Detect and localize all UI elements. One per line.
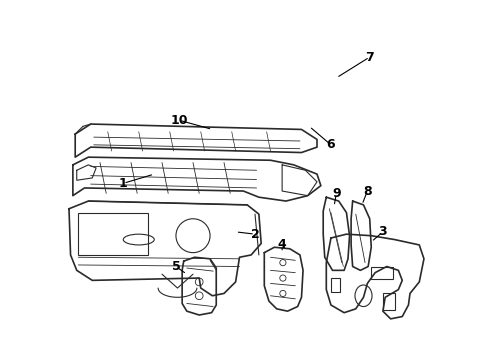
Text: 1: 1 [119,177,127,190]
Bar [371,266,393,279]
Text: 5: 5 [172,260,180,273]
Text: 8: 8 [363,185,372,198]
Text: 9: 9 [332,187,341,200]
Bar [331,278,340,292]
Text: 7: 7 [366,50,374,64]
Text: 2: 2 [250,228,259,240]
Bar [383,293,395,310]
Text: 3: 3 [379,225,387,238]
Text: 4: 4 [278,238,287,251]
Text: 6: 6 [327,138,335,151]
Text: 10: 10 [171,114,188,127]
Bar [78,213,148,255]
